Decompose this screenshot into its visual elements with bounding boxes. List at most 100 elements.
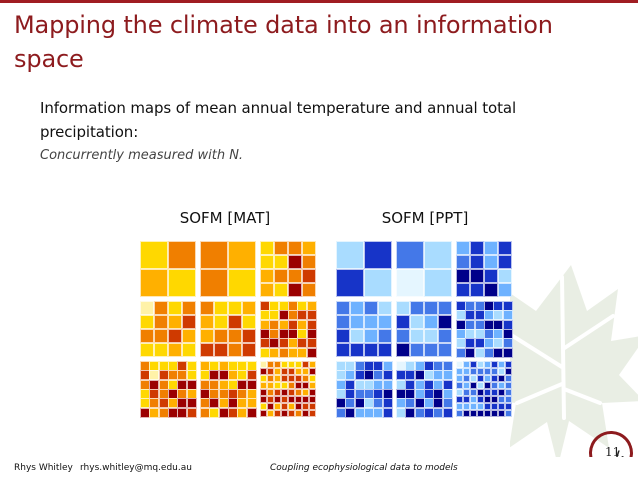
- map-cell: [477, 361, 484, 368]
- map-cell: [470, 361, 477, 368]
- sofm-ppt-label: SOFM [PPT]: [381, 209, 469, 227]
- map-cell: [302, 361, 309, 368]
- map-cell: [498, 389, 505, 396]
- map-cell: [470, 410, 477, 417]
- map-cell: [477, 410, 484, 417]
- map-cell: [438, 343, 452, 357]
- map-cell: [281, 403, 288, 410]
- map-cell: [309, 361, 316, 368]
- map-cell: [309, 396, 316, 403]
- map-cell: [424, 301, 438, 315]
- map-cell: [477, 403, 484, 410]
- map-cell: [309, 368, 316, 375]
- map-cell: [456, 403, 463, 410]
- map-cell: [498, 283, 512, 297]
- map-cell: [242, 329, 256, 343]
- map-cell: [200, 315, 214, 329]
- map-cell: [288, 403, 295, 410]
- maple-leaf-icon: [474, 265, 638, 466]
- sub-note: Concurrently measured with N.: [40, 148, 244, 163]
- map-cell: [477, 382, 484, 389]
- map-cell: [168, 343, 182, 357]
- map-cell: [260, 410, 267, 417]
- map-cell: [274, 375, 281, 382]
- map-cell: [200, 241, 228, 269]
- map-cell: [281, 410, 288, 417]
- map-cell: [288, 283, 302, 297]
- map-cell: [505, 361, 512, 368]
- map-cell: [505, 403, 512, 410]
- map-cell: [154, 329, 168, 343]
- map-cell: [410, 315, 424, 329]
- map-cell: [424, 315, 438, 329]
- map-cell: [186, 407, 197, 418]
- map-cell: [364, 241, 392, 269]
- map-cell: [274, 368, 281, 375]
- map-cell: [336, 315, 350, 329]
- map-cell: [274, 389, 281, 396]
- map-cell: [484, 410, 491, 417]
- map-cell: [424, 241, 452, 269]
- map-cell: [456, 396, 463, 403]
- map-cell: [410, 329, 424, 343]
- footer-email: rhys.whitley@mq.edu.au: [80, 463, 192, 473]
- map-cell: [350, 315, 364, 329]
- map-cell: [470, 241, 484, 255]
- map-cell: [182, 301, 196, 315]
- map-cell: [491, 403, 498, 410]
- map-cell: [309, 389, 316, 396]
- map-cell: [200, 301, 214, 315]
- map-cell: [505, 396, 512, 403]
- map-cell: [302, 283, 316, 297]
- map-cell: [456, 382, 463, 389]
- map-cell: [498, 269, 512, 283]
- map-cell: [410, 343, 424, 357]
- map-cell: [477, 396, 484, 403]
- map-cell: [295, 410, 302, 417]
- map-cell: [498, 255, 512, 269]
- map-cell: [260, 241, 274, 255]
- map-cell: [214, 329, 228, 343]
- map-cell: [302, 368, 309, 375]
- map-cell: [267, 361, 274, 368]
- map-cell: [260, 396, 267, 403]
- map-cell: [456, 255, 470, 269]
- map-cell: [295, 389, 302, 396]
- map-cell: [168, 301, 182, 315]
- map-cell: [274, 396, 281, 403]
- map-cell: [140, 315, 154, 329]
- map-cell: [214, 343, 228, 357]
- map-cell: [281, 396, 288, 403]
- map-cell: [267, 410, 274, 417]
- map-cell: [228, 343, 242, 357]
- map-cell: [498, 382, 505, 389]
- map-cell: [484, 368, 491, 375]
- map-cell: [463, 382, 470, 389]
- map-cell: [182, 343, 196, 357]
- map-cell: [498, 410, 505, 417]
- map-cell: [424, 343, 438, 357]
- map-cell: [463, 410, 470, 417]
- map-cell: [242, 301, 256, 315]
- map-cell: [288, 375, 295, 382]
- map-cell: [182, 315, 196, 329]
- map-cell: [498, 368, 505, 375]
- map-cell: [470, 396, 477, 403]
- map-cell: [242, 315, 256, 329]
- map-cell: [260, 368, 267, 375]
- map-cell: [350, 301, 364, 315]
- map-cell: [336, 343, 350, 357]
- map-cell: [281, 382, 288, 389]
- map-cell: [484, 283, 498, 297]
- map-cell: [484, 361, 491, 368]
- map-cell: [364, 343, 378, 357]
- map-cell: [463, 389, 470, 396]
- map-cell: [295, 368, 302, 375]
- map-cell: [288, 361, 295, 368]
- map-cell: [477, 368, 484, 375]
- map-cell: [470, 382, 477, 389]
- map-cell: [477, 375, 484, 382]
- map-cell: [200, 269, 228, 297]
- map-cell: [456, 241, 470, 255]
- map-cell: [396, 343, 410, 357]
